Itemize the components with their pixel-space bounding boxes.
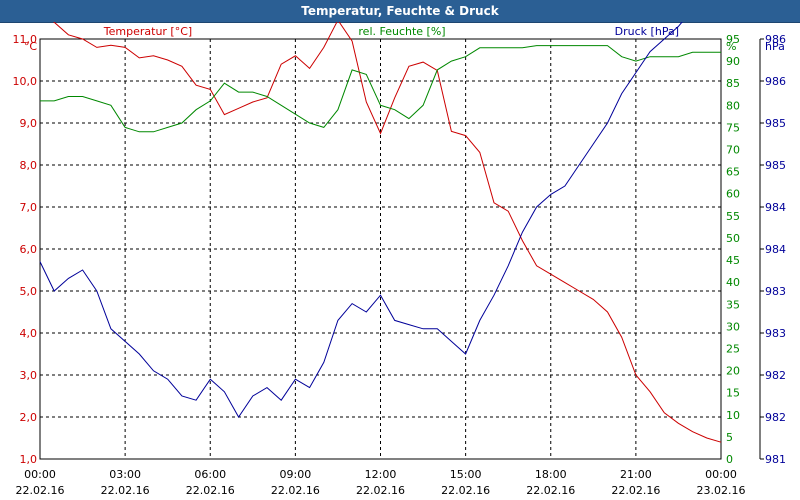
- x-tick-time: 03:00: [109, 468, 141, 481]
- x-tick-time: 21:00: [620, 468, 652, 481]
- x-tick-date: 22.02.16: [186, 484, 235, 497]
- humidity-tick-label: 60: [726, 188, 740, 201]
- humidity-tick-label: 40: [726, 276, 740, 289]
- humidity-tick-label: 55: [726, 210, 740, 223]
- temperature-series-label: Temperatur [°C]: [103, 25, 192, 38]
- temperature-tick-label: 2,0: [20, 411, 38, 424]
- pressure-tick-label: 984: [765, 201, 786, 214]
- pressure-tick-label: 986: [765, 75, 786, 88]
- pressure-tick-label: 985: [765, 117, 786, 130]
- temperature-tick-label: 3,0: [20, 369, 38, 382]
- pressure-tick-label: 986: [765, 33, 786, 46]
- pressure-tick-label: 982: [765, 411, 786, 424]
- pressure-tick-label: 983: [765, 285, 786, 298]
- temperature-series-line: [52, 22, 722, 443]
- humidity-tick-label: 50: [726, 232, 740, 245]
- pressure-tick-label: 982: [765, 369, 786, 382]
- pressure-unit-label: hPa: [765, 40, 785, 53]
- x-tick-date: 22.02.16: [441, 484, 490, 497]
- temperature-tick-label: 11,0: [13, 33, 38, 46]
- humidity-series-line: [40, 45, 721, 133]
- humidity-tick-label: 65: [726, 166, 740, 179]
- x-tick-date: 22.02.16: [101, 484, 150, 497]
- humidity-tick-label: 30: [726, 320, 740, 333]
- pressure-tick-label: 984: [765, 243, 786, 256]
- humidity-tick-label: 35: [726, 298, 740, 311]
- humidity-tick-label: 90: [726, 55, 740, 68]
- x-tick-time: 00:00: [24, 468, 56, 481]
- pressure-tick-label: 983: [765, 327, 786, 340]
- humidity-tick-label: 75: [726, 121, 740, 134]
- humidity-tick-label: 70: [726, 144, 740, 157]
- temperature-tick-label: 8,0: [20, 159, 38, 172]
- humidity-tick-label: 10: [726, 409, 740, 422]
- x-tick-time: 15:00: [450, 468, 482, 481]
- humidity-tick-label: 20: [726, 365, 740, 378]
- humidity-tick-label: 85: [726, 77, 740, 90]
- humidity-tick-label: 45: [726, 254, 740, 267]
- x-tick-date: 22.02.16: [611, 484, 660, 497]
- temperature-tick-label: 7,0: [20, 201, 38, 214]
- pressure-tick-label: 981: [765, 453, 786, 466]
- x-tick-date: 22.02.16: [526, 484, 575, 497]
- humidity-unit-label: %: [726, 40, 736, 53]
- humidity-tick-label: 95: [726, 33, 740, 46]
- chart-plot: 00:00 22.02.16 03:00 22.02.16 06:00 22.02.16 0…: [13, 22, 786, 497]
- humidity-series-label: rel. Feuchte [%]: [358, 25, 445, 38]
- humidity-tick-label: 80: [726, 99, 740, 112]
- title-bar: Temperatur, Feuchte & Druck: [0, 0, 800, 23]
- humidity-tick-label: 0: [726, 453, 733, 466]
- x-tick-date: 23.02.16: [697, 484, 746, 497]
- x-tick-date: 22.02.16: [356, 484, 405, 497]
- temperature-tick-label: 5,0: [20, 285, 38, 298]
- pressure-series-line: [39, 22, 683, 418]
- x-tick-date: 22.02.16: [16, 484, 65, 497]
- temperature-tick-label: 4,0: [20, 327, 38, 340]
- plot-frame: [39, 38, 722, 460]
- x-tick-time: 09:00: [280, 468, 312, 481]
- temperature-tick-label: 6,0: [20, 243, 38, 256]
- temperature-tick-label: 10,0: [13, 75, 38, 88]
- x-tick-time: 00:00: [705, 468, 737, 481]
- chart-title: Temperatur, Feuchte & Druck: [301, 4, 499, 18]
- x-tick-time: 12:00: [365, 468, 397, 481]
- humidity-tick-label: 15: [726, 387, 740, 400]
- temperature-unit-label: °C: [24, 40, 38, 53]
- pressure-series-label: Druck [hPa]: [615, 25, 679, 38]
- humidity-tick-label: 5: [726, 431, 733, 444]
- x-tick-time: 06:00: [194, 468, 226, 481]
- temperature-tick-label: 1,0: [20, 453, 38, 466]
- x-tick-time: 18:00: [535, 468, 567, 481]
- pressure-tick-label: 985: [765, 159, 786, 172]
- x-tick-date: 22.02.16: [271, 484, 320, 497]
- humidity-tick-label: 25: [726, 342, 740, 355]
- temperature-tick-label: 9,0: [20, 117, 38, 130]
